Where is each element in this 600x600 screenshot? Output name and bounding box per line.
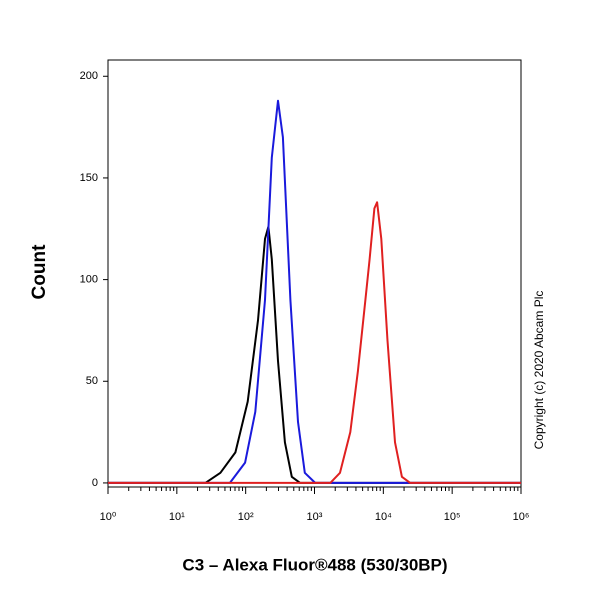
x-tick-label: 10⁴ [375, 511, 392, 523]
histogram-line [108, 99, 521, 484]
y-tick-label: 0 [92, 477, 98, 489]
y-tick-label: 100 [80, 274, 98, 286]
x-tick-label: 10⁵ [444, 511, 461, 523]
histogram-line [108, 225, 521, 484]
y-tick-label: 50 [86, 375, 98, 387]
x-tick-label: 10¹ [169, 511, 185, 523]
copyright: Copyright (c) 2020 Abcam Plc [532, 291, 546, 450]
y-axis-label: Count [29, 244, 50, 300]
x-tick-label: 10⁰ [100, 511, 117, 523]
plot-frame [107, 59, 522, 488]
x-tick-label: 10³ [307, 511, 323, 523]
x-tick-label: 10² [238, 511, 254, 523]
histogram-line [108, 201, 521, 484]
x-axis-label: C3 – Alexa Fluor®488 (530/30BP) [182, 555, 447, 574]
y-tick-label: 150 [80, 172, 98, 184]
x-tick-label: 10⁶ [513, 511, 530, 523]
y-tick-label: 200 [80, 70, 98, 82]
